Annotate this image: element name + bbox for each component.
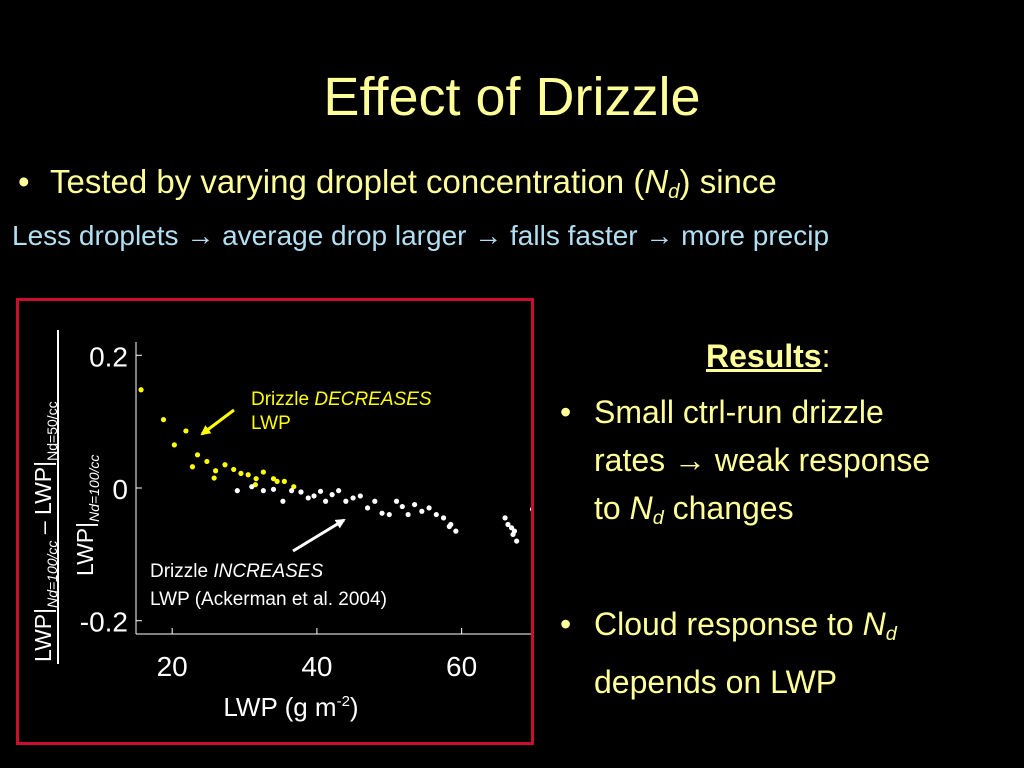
data-point-decrease	[281, 478, 287, 484]
data-point-increase	[405, 511, 411, 518]
arrow-increase	[292, 518, 346, 553]
data-point-increase	[440, 515, 447, 521]
y-axis-label-numerator: LWP|Nd=100/cc – LWP|Nd=50/cc	[30, 401, 60, 662]
data-point-increase	[322, 498, 329, 504]
data-point-increase	[419, 508, 425, 514]
data-point-decrease	[211, 475, 217, 481]
data-point-increase	[364, 505, 371, 511]
data-point-increase	[426, 505, 432, 511]
bullet-tested: • Tested by varying droplet concentration…	[18, 160, 777, 214]
data-point-increase	[350, 495, 356, 501]
results-item-1-line3: to Nd changes	[594, 490, 794, 529]
data-point-decrease	[274, 478, 280, 484]
annotation-decrease-line1: Drizzle DECREASES	[251, 389, 432, 410]
data-point-increase	[399, 503, 405, 510]
data-point-decrease	[238, 470, 244, 476]
data-point-decrease	[213, 468, 219, 474]
results-item-1: • Small ctrl-run drizzle rates → weak re…	[560, 388, 931, 542]
svg-text:LWP|Nd=100/cc: LWP|Nd=100/cc	[72, 455, 102, 576]
bullet-tested-var: N	[644, 163, 669, 200]
data-point-decrease	[260, 469, 266, 475]
data-point-increase	[393, 498, 400, 504]
data-point-increase	[505, 521, 511, 528]
data-point-decrease	[253, 476, 259, 482]
data-point-increase	[260, 488, 266, 494]
data-point-increase	[514, 538, 520, 544]
data-point-increase	[433, 511, 439, 518]
results-item-1-line1: Small ctrl-run drizzle	[594, 394, 884, 430]
data-point-increase	[412, 501, 418, 508]
data-point-decrease	[291, 484, 297, 490]
data-point-decrease	[171, 442, 177, 448]
arrow-decrease	[200, 408, 235, 436]
results-bullet-2: •	[560, 606, 572, 642]
data-point-increase	[311, 493, 317, 499]
data-point-decrease	[138, 387, 144, 393]
results-item-2-line2: depends on LWP	[594, 663, 838, 700]
results-item-2: • Cloud response to Nd depends on LWP	[560, 600, 897, 706]
data-point-decrease	[194, 452, 201, 458]
drizzle-scatter-chart: 0.2 0 -0.2 20 40 60 Drizzle DECREASES LWP Dri…	[30, 330, 534, 722]
data-point-increase	[288, 488, 295, 494]
data-point-increase	[453, 528, 459, 534]
bullet-tested-text: Tested by varying droplet concentration …	[50, 163, 645, 200]
results-item-2-line1: Cloud response to Nd	[594, 606, 897, 645]
data-point-decrease	[160, 417, 167, 423]
data-point-increase	[379, 510, 385, 516]
annotation-decrease-line2: LWP	[251, 413, 291, 434]
data-point-decrease	[231, 466, 237, 473]
data-point-decrease	[270, 476, 277, 482]
y-tick-label: 0	[112, 474, 128, 505]
x-axis-label: LWP (g m-2)	[223, 692, 358, 722]
svg-text:LWP|Nd=100/cc – LWP|Nd=50/cc: LWP|Nd=100/cc – LWP|Nd=50/cc	[30, 401, 60, 662]
data-point-increase	[249, 484, 255, 490]
data-point-decrease	[245, 472, 251, 478]
x-tick-label: 60	[446, 651, 477, 682]
data-point-increase	[234, 488, 240, 494]
data-point-increase	[446, 523, 452, 530]
chart-axes: 0.2 0 -0.2 20 40 60	[80, 341, 534, 682]
annotation-increase-line1: Drizzle INCREASES	[150, 561, 323, 582]
data-point-increase	[270, 486, 277, 492]
data-point-increase	[280, 498, 286, 504]
data-point-decrease	[183, 428, 189, 434]
annotation-increase-line2: LWP (Ackerman et al. 2004)	[150, 589, 387, 610]
bullet-tested-var-sub: d	[668, 180, 680, 204]
data-point-decrease	[204, 458, 210, 465]
results-bullet-1: •	[560, 394, 572, 430]
results-heading: Results:	[706, 338, 831, 374]
data-point-increase	[317, 488, 324, 494]
data-point-increase	[305, 495, 311, 501]
bullet-glyph: •	[18, 163, 30, 200]
data-point-decrease	[222, 462, 228, 468]
data-point-increase	[510, 531, 516, 538]
results-item-1-line2: rates → weak response	[594, 442, 931, 478]
chart-frame	[16, 298, 534, 745]
data-point-increase	[336, 488, 342, 494]
data-point-increase	[298, 489, 304, 495]
slide-title: Effect of Drizzle	[323, 67, 701, 127]
y-tick-label: 0.2	[89, 341, 128, 372]
y-axis-label-denominator: LWP|Nd=100/cc	[72, 455, 102, 576]
drizzle-reasoning-line: Less droplets → average drop larger → fa…	[12, 220, 830, 251]
x-tick-label: 20	[157, 651, 188, 682]
data-point-increase	[386, 511, 392, 518]
data-point-increase	[372, 498, 378, 504]
data-point-increase	[502, 515, 508, 521]
x-tick-label: 40	[301, 651, 332, 682]
y-tick-label: -0.2	[80, 607, 128, 638]
bullet-tested-tail: ) since	[679, 163, 777, 200]
data-point-increase	[329, 492, 335, 498]
data-point-decrease	[189, 464, 196, 470]
data-point-increase	[357, 493, 363, 499]
data-point-increase	[343, 498, 349, 504]
